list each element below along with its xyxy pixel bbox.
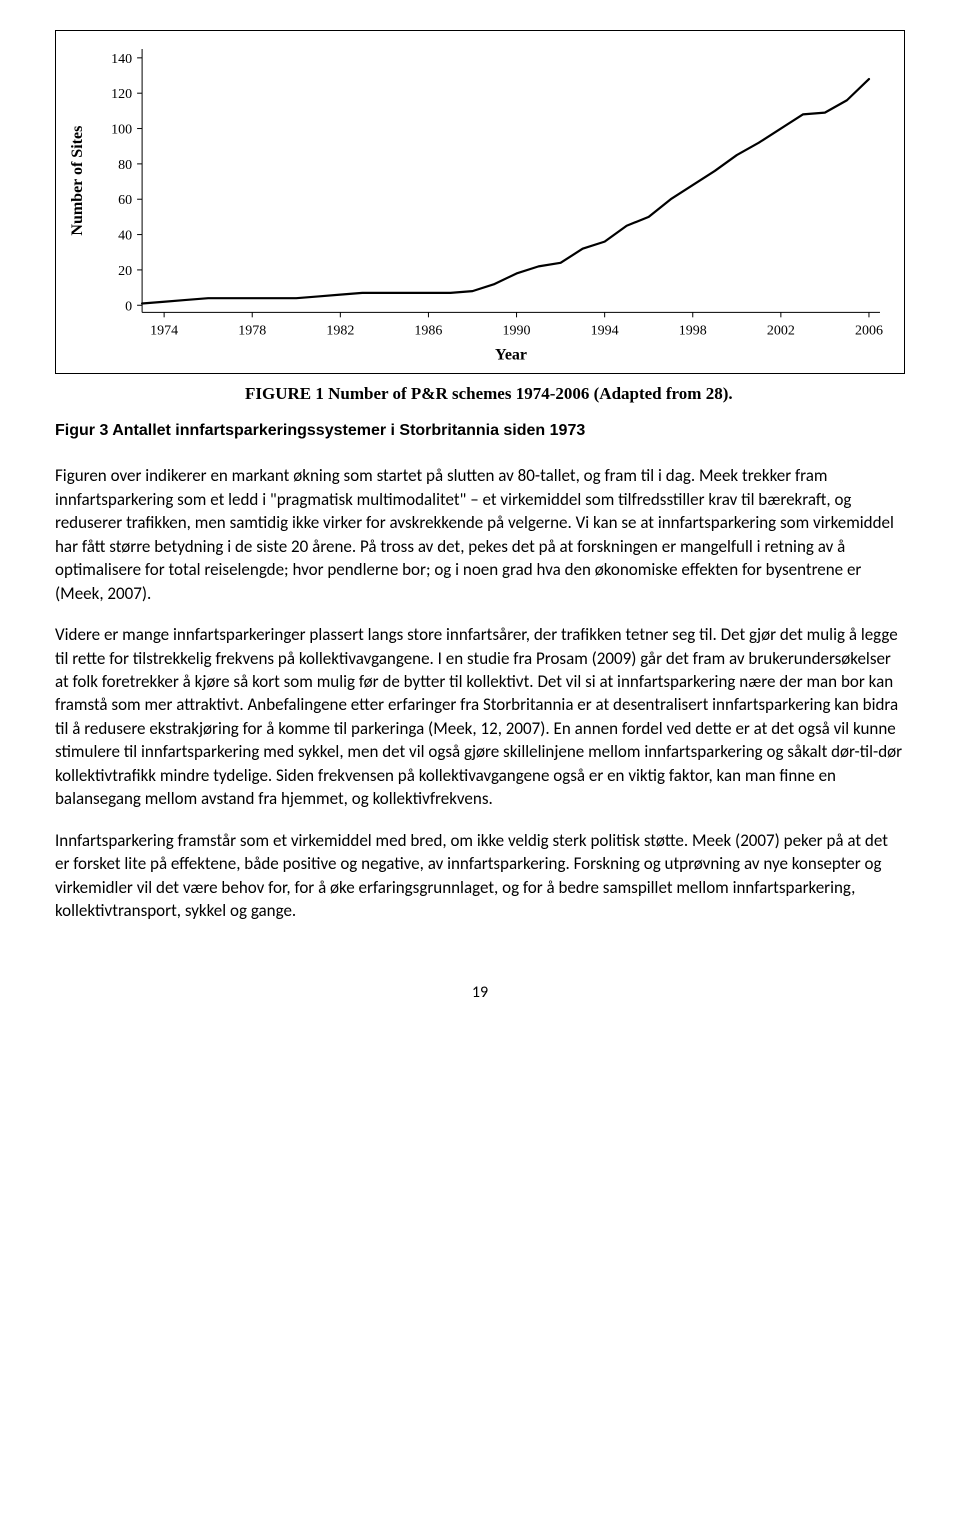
svg-text:1974: 1974 xyxy=(150,323,178,338)
svg-text:Year: Year xyxy=(495,346,527,363)
paragraph-1: Figuren over indikerer en markant økning… xyxy=(55,464,905,605)
svg-text:2006: 2006 xyxy=(855,323,883,338)
line-chart: 0 20 40 60 80 100 120 140 1974 1978 1982 1986 1990 19… xyxy=(62,37,898,367)
chart-container: 0 20 40 60 80 100 120 140 1974 1978 1982 1986 1990 19… xyxy=(55,30,905,374)
body-text: Figuren over indikerer en markant økning… xyxy=(55,464,905,922)
svg-text:1990: 1990 xyxy=(503,323,531,338)
svg-text:80: 80 xyxy=(118,158,132,173)
paragraph-2: Videre er mange innfartsparkeringer plas… xyxy=(55,623,905,811)
page-number: 19 xyxy=(55,983,905,1002)
svg-text:1978: 1978 xyxy=(238,323,266,338)
svg-text:120: 120 xyxy=(111,87,132,102)
svg-text:Number of Sites: Number of Sites xyxy=(69,126,86,236)
svg-text:140: 140 xyxy=(111,52,132,67)
figure-inner-caption: FIGURE 1 Number of P&R schemes 1974-2006… xyxy=(55,384,905,404)
svg-text:2002: 2002 xyxy=(767,323,795,338)
figure-outer-caption: Figur 3 Antallet innfartsparkeringssyste… xyxy=(55,422,905,440)
svg-text:40: 40 xyxy=(118,229,132,244)
svg-text:1986: 1986 xyxy=(414,323,442,338)
svg-text:1998: 1998 xyxy=(679,323,707,338)
svg-text:0: 0 xyxy=(125,299,132,314)
svg-text:60: 60 xyxy=(118,193,132,208)
svg-text:1982: 1982 xyxy=(326,323,354,338)
svg-text:100: 100 xyxy=(111,123,132,138)
svg-text:1994: 1994 xyxy=(591,323,619,338)
paragraph-3: Innfartsparkering framstår som et virkem… xyxy=(55,829,905,923)
svg-text:20: 20 xyxy=(118,264,132,279)
